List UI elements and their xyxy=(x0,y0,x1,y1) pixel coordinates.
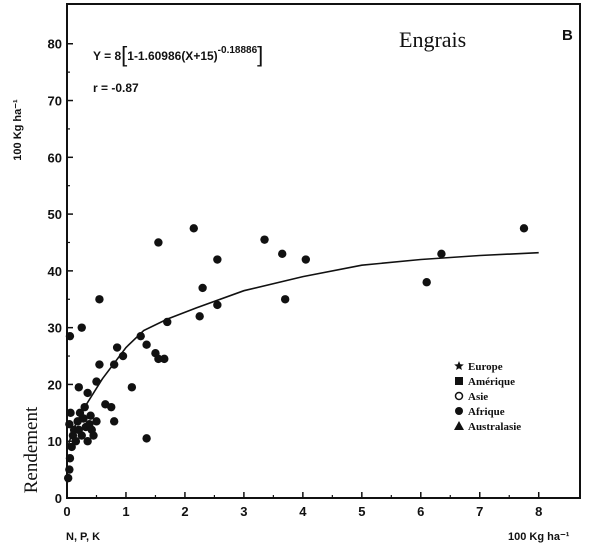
x-axis-ticks: 0 1 2 3 4 5 6 7 8 xyxy=(63,492,542,519)
y-tick-label: 10 xyxy=(48,434,62,449)
data-point xyxy=(66,408,75,418)
data-point xyxy=(142,434,151,443)
data-point xyxy=(127,383,137,392)
data-point xyxy=(154,354,163,364)
chart-title: Engrais xyxy=(399,27,466,52)
fit-curve xyxy=(66,251,539,450)
y-tick-label: 20 xyxy=(48,377,62,392)
data-point xyxy=(160,354,169,364)
data-point xyxy=(198,283,207,293)
data-point xyxy=(422,278,431,287)
equation-bracket-right: ] xyxy=(257,42,263,67)
data-points xyxy=(63,224,529,483)
x-axis-label: N, P, K xyxy=(66,531,100,543)
data-point xyxy=(79,414,88,423)
plot-frame xyxy=(66,3,581,499)
data-point xyxy=(109,360,119,369)
data-point xyxy=(278,249,287,259)
data-point xyxy=(95,295,104,304)
data-point xyxy=(280,295,290,304)
circle-icon xyxy=(455,407,463,415)
x-tick-label: 0 xyxy=(63,504,70,519)
equation-lead: Y = 8 xyxy=(93,49,121,63)
data-point xyxy=(65,465,74,474)
legend-label: Amérique xyxy=(468,376,515,388)
data-point xyxy=(136,331,145,341)
x-tick-label: 7 xyxy=(476,504,483,519)
x-tick-label: 1 xyxy=(122,504,129,519)
data-point xyxy=(92,417,101,426)
triangle-icon xyxy=(454,421,464,430)
data-point xyxy=(92,377,101,386)
data-point xyxy=(301,255,311,264)
legend-label: Australasie xyxy=(468,421,521,433)
y-tick-label: 60 xyxy=(48,150,62,165)
correlation-coefficient: r = -0.87 xyxy=(93,81,139,95)
data-point xyxy=(213,255,222,264)
y-tick-label: 40 xyxy=(48,264,62,279)
x-axis-unit: 100 Kg ha⁻¹ xyxy=(508,531,570,543)
square-icon xyxy=(455,377,463,385)
equation-exponent: -0.18886 xyxy=(218,45,258,56)
x-tick-label: 3 xyxy=(240,504,247,519)
x-tick-label: 4 xyxy=(299,504,307,519)
y-tick-label: 80 xyxy=(48,37,62,52)
equation-bracket-left: [ xyxy=(121,42,127,67)
y-axis-ticks: 0 10 20 30 40 50 60 70 80 xyxy=(48,37,73,506)
legend: Europe Amérique Asie Afrique Australasie xyxy=(454,361,521,433)
y-tick-label: 0 xyxy=(55,491,62,506)
data-point xyxy=(77,323,86,332)
data-point xyxy=(109,417,119,426)
legend-label: Europe xyxy=(468,361,503,373)
data-point xyxy=(74,383,83,392)
x-tick-label: 6 xyxy=(417,504,424,519)
data-point xyxy=(65,331,75,341)
data-point xyxy=(112,343,122,352)
x-tick-label: 8 xyxy=(535,504,542,519)
data-point xyxy=(86,411,95,420)
data-point xyxy=(63,473,73,483)
equation-inner: 1-1.60986(X+15) xyxy=(127,49,217,63)
fit-equation: Y = 8[1-1.60986(X+15)-0.18886] xyxy=(93,42,263,67)
legend-label: Afrique xyxy=(468,406,505,418)
data-point xyxy=(71,437,81,446)
data-point xyxy=(83,388,92,398)
y-axis-unit: 100 Kg ha⁻¹ xyxy=(12,99,24,161)
y-tick-label: 70 xyxy=(48,94,62,109)
data-point xyxy=(142,340,151,349)
data-point xyxy=(77,431,86,440)
data-point xyxy=(89,431,98,440)
y-tick-label: 30 xyxy=(48,321,62,336)
data-point xyxy=(519,224,529,233)
y-tick-label: 50 xyxy=(48,207,62,222)
data-point xyxy=(65,419,74,429)
data-point xyxy=(65,454,75,463)
data-point xyxy=(437,249,446,259)
x-tick-label: 2 xyxy=(181,504,188,519)
data-point xyxy=(260,235,269,244)
x-tick-label: 5 xyxy=(358,504,365,519)
data-point xyxy=(154,238,163,247)
data-point xyxy=(213,300,222,310)
data-point xyxy=(80,402,89,412)
star-icon xyxy=(454,361,464,370)
data-point xyxy=(195,312,204,321)
data-point xyxy=(107,402,116,412)
legend-label: Asie xyxy=(468,391,488,403)
y-axis-label: Rendement xyxy=(21,406,42,493)
data-point xyxy=(95,360,104,369)
panel-letter: B xyxy=(562,27,573,44)
open-circle-icon xyxy=(454,391,464,401)
data-point xyxy=(189,224,198,233)
data-point xyxy=(83,437,92,446)
data-point xyxy=(118,351,128,361)
data-point xyxy=(163,317,172,327)
